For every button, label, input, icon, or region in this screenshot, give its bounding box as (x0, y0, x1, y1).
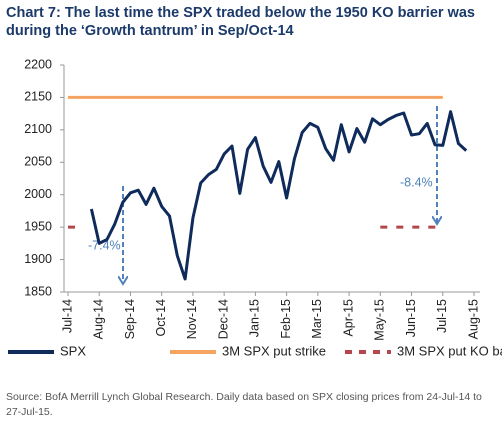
annotation: -7.4% (88, 238, 121, 252)
x-tick-label: Nov-14 (185, 299, 199, 339)
y-tick-label: 2150 (24, 90, 52, 104)
legend-label: SPX (60, 343, 86, 358)
x-tick-label: Aug-14 (92, 299, 106, 339)
x-tick-label: Aug-15 (466, 299, 480, 339)
annotation: -8.4% (400, 175, 433, 189)
x-tick-label: Sep-14 (123, 299, 137, 339)
y-tick-label: 1950 (24, 219, 52, 233)
series-line (89, 110, 468, 281)
y-tick-label: 1900 (24, 252, 52, 266)
x-tick-label: Feb-15 (279, 299, 293, 339)
y-tick-label: 2050 (24, 155, 52, 169)
x-tick-label: Apr-15 (341, 299, 355, 337)
x-tick-label: Dec-14 (216, 299, 230, 339)
x-tick-label: Mar-15 (310, 299, 324, 339)
legend-label: 3M SPX put KO barrier (397, 343, 502, 358)
source-note: Source: BofA Merrill Lynch Global Resear… (6, 391, 482, 418)
x-tick-label: May-15 (373, 299, 387, 341)
x-tick-label: Jan-15 (248, 299, 262, 337)
y-tick-label: 2100 (24, 122, 52, 136)
y-tick-label: 2000 (24, 187, 52, 201)
y-tick-label: 1850 (24, 284, 52, 298)
x-tick-label: Jun-15 (404, 299, 418, 337)
x-tick-label: Jul-15 (435, 299, 449, 333)
x-tick-label: Jul-14 (60, 299, 74, 333)
chart-title: Chart 7: The last time the SPX traded be… (6, 5, 475, 39)
x-tick-label: Oct-14 (154, 299, 168, 337)
legend-label: 3M SPX put strike (222, 343, 326, 358)
y-tick-label: 2200 (24, 57, 52, 71)
